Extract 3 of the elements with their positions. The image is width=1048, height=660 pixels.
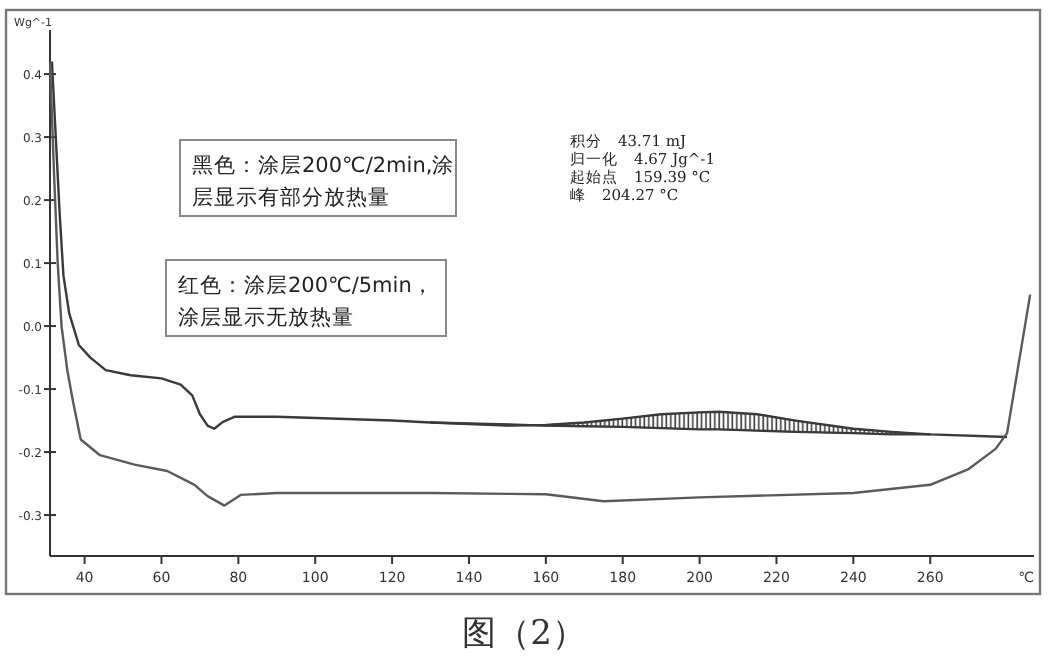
annotation: 黑色：涂层200℃/2min,涂层显示有部分放热量 <box>192 154 455 210</box>
text: 图（2） <box>462 614 586 654</box>
annotation: 红色：涂层200℃/5min，涂层显示无放热量 <box>178 274 434 330</box>
